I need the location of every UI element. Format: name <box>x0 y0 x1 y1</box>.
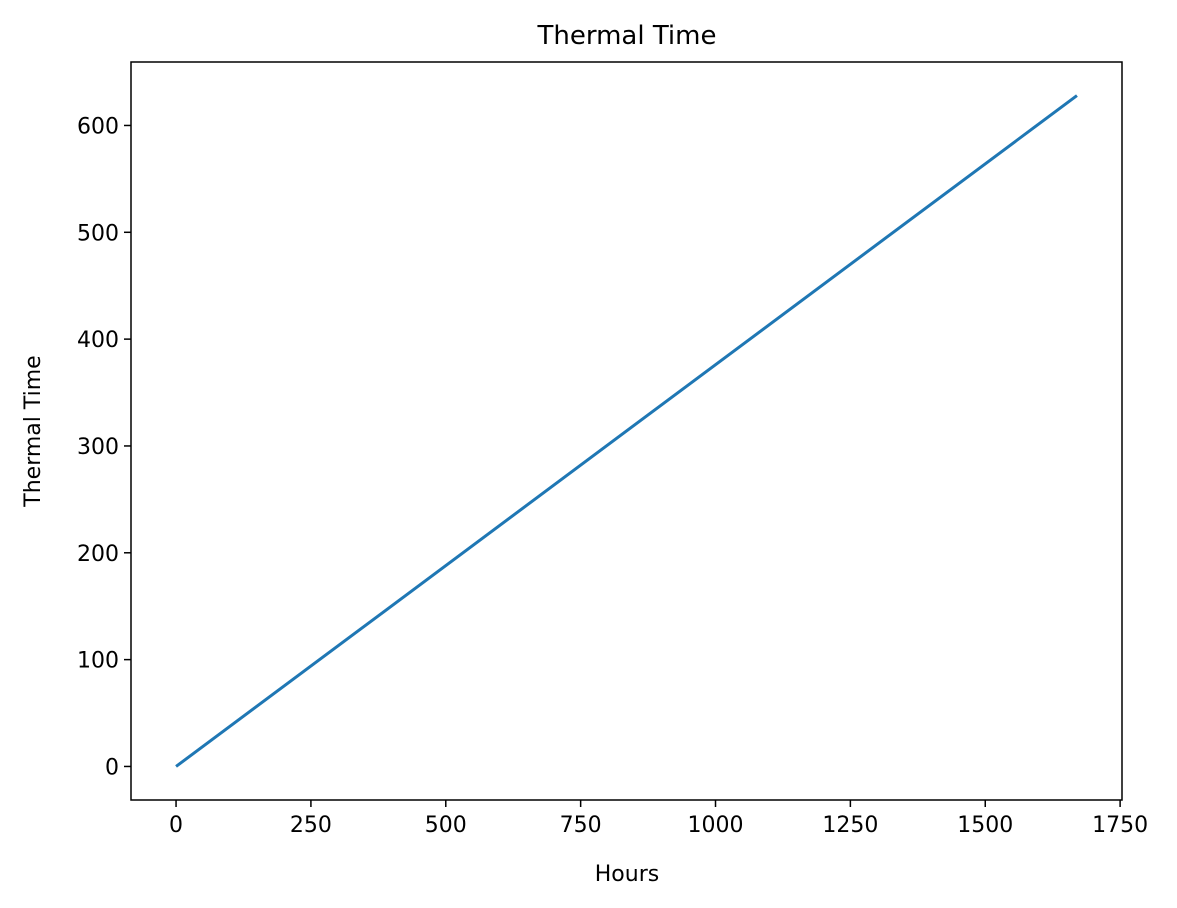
y-tick-label: 500 <box>77 221 119 246</box>
x-tick-label: 250 <box>290 813 332 838</box>
y-tick-label: 0 <box>105 755 119 780</box>
y-axis-ticks: 0 100 200 300 400 500 600 <box>77 114 131 780</box>
x-tick-label: 1500 <box>957 813 1013 838</box>
x-tick-label: 1750 <box>1092 813 1148 838</box>
series-line-0 <box>175 94 1078 768</box>
y-tick-label: 300 <box>77 435 119 460</box>
axes-frame <box>130 61 1123 801</box>
y-tick-label: 200 <box>77 542 119 567</box>
x-tick-label: 750 <box>560 813 602 838</box>
x-axis-ticks: 0 250 500 750 1000 1250 1500 1750 <box>169 800 1148 838</box>
y-tick-label: 100 <box>77 649 119 674</box>
x-tick-label: 500 <box>425 813 467 838</box>
y-axis-label: Thermal Time <box>21 355 46 507</box>
x-tick-label: 1000 <box>688 813 744 838</box>
y-tick-label: 600 <box>77 114 119 139</box>
x-tick-label: 1250 <box>822 813 878 838</box>
x-tick-label: 0 <box>169 813 183 838</box>
plot-area <box>175 94 1078 768</box>
chart-title: Thermal Time <box>537 21 717 51</box>
y-tick-label: 400 <box>77 328 119 353</box>
x-axis-label: Hours <box>595 862 659 887</box>
